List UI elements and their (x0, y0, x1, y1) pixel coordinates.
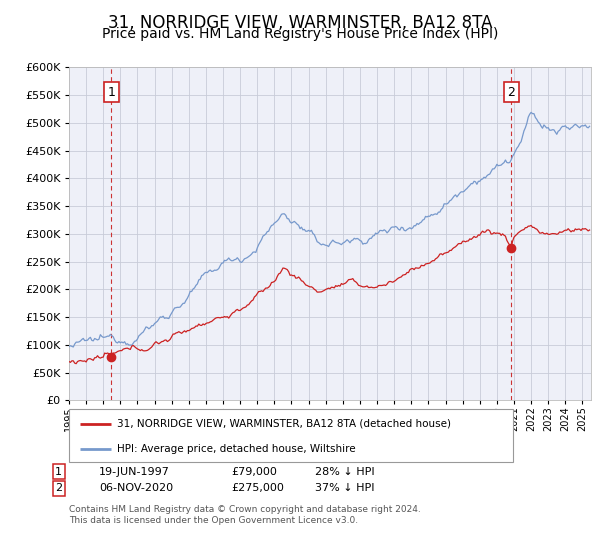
Text: 2: 2 (55, 483, 62, 493)
Text: 1: 1 (55, 466, 62, 477)
Text: Contains HM Land Registry data © Crown copyright and database right 2024.
This d: Contains HM Land Registry data © Crown c… (69, 505, 421, 525)
Text: 28% ↓ HPI: 28% ↓ HPI (315, 466, 374, 477)
Text: 06-NOV-2020: 06-NOV-2020 (99, 483, 173, 493)
Text: 2: 2 (508, 86, 515, 99)
Text: 31, NORRIDGE VIEW, WARMINSTER, BA12 8TA (detached house): 31, NORRIDGE VIEW, WARMINSTER, BA12 8TA … (117, 418, 451, 428)
Text: £275,000: £275,000 (231, 483, 284, 493)
Text: 1: 1 (107, 86, 115, 99)
Text: Price paid vs. HM Land Registry's House Price Index (HPI): Price paid vs. HM Land Registry's House … (102, 27, 498, 41)
Text: 19-JUN-1997: 19-JUN-1997 (99, 466, 170, 477)
Text: 31, NORRIDGE VIEW, WARMINSTER, BA12 8TA: 31, NORRIDGE VIEW, WARMINSTER, BA12 8TA (108, 14, 492, 32)
Text: HPI: Average price, detached house, Wiltshire: HPI: Average price, detached house, Wilt… (117, 444, 356, 454)
Text: 37% ↓ HPI: 37% ↓ HPI (315, 483, 374, 493)
Text: £79,000: £79,000 (231, 466, 277, 477)
FancyBboxPatch shape (69, 409, 513, 462)
